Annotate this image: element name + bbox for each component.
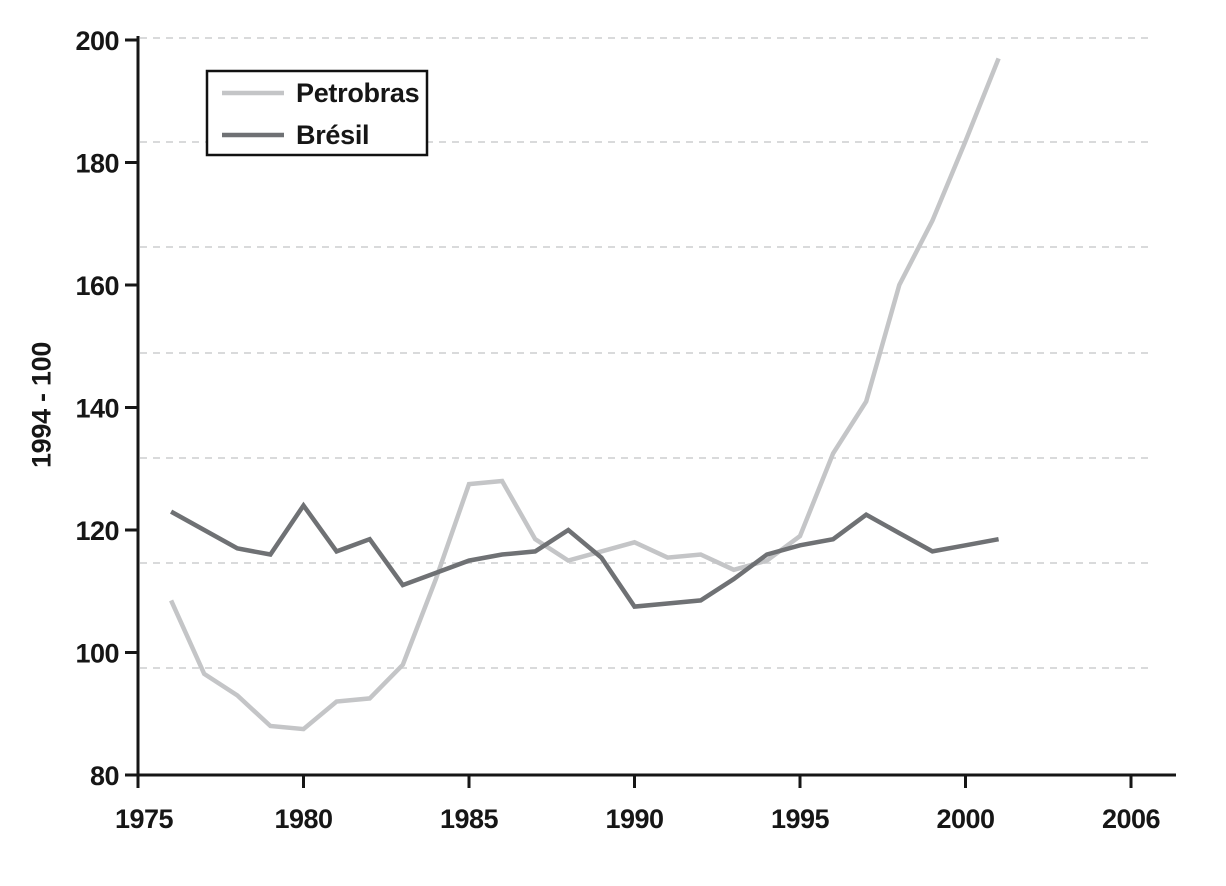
legend-label: Petrobras bbox=[296, 78, 419, 108]
y-tick-label: 200 bbox=[75, 26, 119, 56]
y-tick-label: 100 bbox=[75, 639, 119, 669]
x-tick-label: 1995 bbox=[771, 804, 830, 834]
y-tick-label: 120 bbox=[75, 516, 119, 546]
x-tick-label: 1985 bbox=[440, 804, 499, 834]
y-axis-title: 1994 - 100 bbox=[26, 342, 56, 468]
legend-box bbox=[205, 69, 429, 157]
x-tick-label: 1980 bbox=[274, 804, 332, 834]
series-line-petrobras bbox=[169, 57, 1001, 732]
legend-label: Brésil bbox=[296, 120, 369, 150]
x-tick-label: 1975 bbox=[115, 804, 174, 834]
y-tick-label: 140 bbox=[75, 394, 119, 424]
x-tick-label: 2000 bbox=[936, 804, 994, 834]
x-tick-label: 2006 bbox=[1102, 804, 1161, 834]
x-tick-label: 1990 bbox=[605, 804, 663, 834]
y-tick-label: 80 bbox=[90, 761, 119, 791]
y-tick-label: 160 bbox=[75, 271, 119, 301]
y-tick-label: 180 bbox=[75, 149, 119, 179]
series-line-bresil bbox=[170, 501, 1000, 609]
